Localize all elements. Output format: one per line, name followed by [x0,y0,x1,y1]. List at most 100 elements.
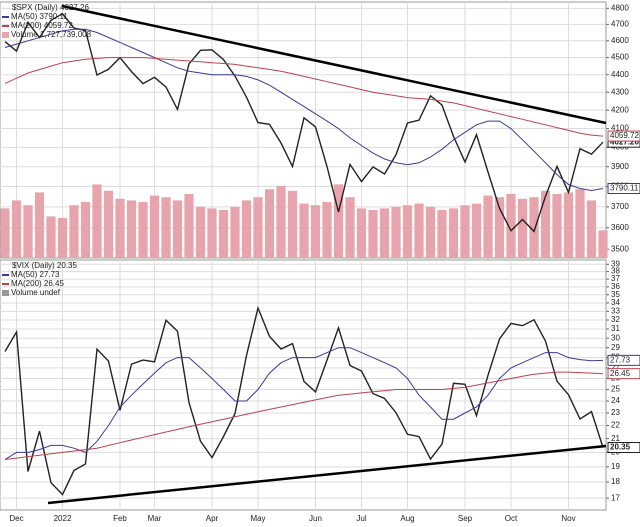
panel-title: $VIX (Daily) 20.35 [12,261,77,270]
volume-bar [471,203,482,258]
series-line [4,305,604,496]
volume-bar [161,197,171,258]
y-tick-label: 23 [611,408,620,417]
y-tick-label: 17 [611,493,620,502]
y-tick-label: 4200 [611,105,629,114]
y-tick-label: 33 [611,306,620,315]
value-tag [607,368,640,380]
legend-label: MA(200) 4059.72 [11,21,73,30]
volume-bar [299,203,309,258]
y-tick-label: 27 [611,363,620,372]
volume-bar [253,197,263,258]
volume-bar [34,192,45,258]
volume-bar [264,189,275,258]
volume-bar [195,206,206,258]
y-tick-label: 39 [611,259,620,268]
series-line [4,371,604,460]
value-tag-label: 27.73 [610,355,631,364]
volume-bar [322,202,332,258]
volume-bar [425,206,436,258]
y-tick-label: 31 [611,324,620,333]
x-tick-label: Oct [505,514,518,523]
value-tag [607,130,640,142]
trendline [61,4,607,125]
y-tick-label: 4300 [611,87,629,96]
y-tick-label: 19 [611,462,620,471]
volume-bar [149,195,160,258]
y-tick-label: 4400 [611,70,629,79]
volume-bar [92,184,102,258]
y-tick-label: 18 [611,477,620,486]
volume-bar [333,184,344,258]
y-tick-label: 4500 [611,53,629,62]
volume-bar [598,230,608,258]
y-tick-label: 25 [611,385,620,394]
data-layer [0,12,608,496]
volume-bar [414,203,424,258]
y-tick-label: 4700 [611,19,629,28]
x-tick-label: Jul [356,514,366,523]
y-tick-label: 24 [611,396,620,405]
value-tag [607,182,640,194]
text-layer: 3500360037003800390040004100420043004400… [2,3,640,523]
y-tick-label: 3500 [611,244,629,253]
legend-label: MA(50) 27.73 [11,270,60,279]
legend-label: MA(50) 3790.11 [11,12,68,21]
volume-bar [287,190,298,258]
volume-bar [506,194,516,258]
series-line [4,28,604,192]
volume-bar [230,206,240,258]
volume-bar [23,205,33,258]
y-tick-label: 4800 [611,3,629,12]
volume-bar [57,218,68,258]
x-tick-label: May [250,514,265,523]
volume-bar [517,198,528,258]
legend-label: MA(200) 26.45 [11,279,64,288]
legend-swatch [2,290,9,296]
y-tick-label: 4100 [611,124,629,133]
y-tick-label: 22 [611,421,620,430]
x-tick-label: Mar [148,514,162,523]
y-tick-label: 3700 [611,202,629,211]
legend-label: Volume 1,727,739,008 [11,30,92,39]
volume-bar [126,200,137,258]
volume-bar [368,210,378,258]
value-tag [607,442,640,454]
x-tick-label: 2022 [54,514,72,523]
volume-bar [540,190,551,258]
trendline [47,444,607,505]
y-tick-label: 29 [611,343,620,352]
volume-bar [103,190,114,258]
y-tick-label: 34 [611,298,620,307]
volume-bar [80,202,91,258]
volume-bar [172,200,183,258]
y-tick-label: 3900 [611,162,629,171]
y-tick-label: 38 [611,267,620,276]
x-tick-label: Nov [561,514,575,523]
volume-bar [276,186,286,258]
value-tag-label: 26.45 [610,369,631,378]
volume-bar [437,210,447,258]
volume-bar [115,198,125,258]
legend-swatch [2,32,9,38]
volume-bar [529,197,539,258]
volume-bar [218,210,229,258]
x-tick-label: Dec [9,514,23,523]
volume-bar [586,200,597,258]
legend-label: Volume undef [11,288,61,297]
volume-bar [0,208,10,258]
volume-bar [46,216,56,258]
y-tick-label: 36 [611,282,620,291]
volume-bar [184,194,194,258]
volume-bar [379,208,390,258]
x-tick-label: Feb [113,514,127,523]
x-tick-label: Sep [458,514,473,523]
volume-bar [494,197,505,258]
y-tick-label: 3600 [611,223,629,232]
volume-bar [69,205,79,258]
value-tag-label: 20.35 [610,443,631,452]
panel-title: $SPX (Daily) 4027.26 [12,3,89,12]
y-tick-label: 21 [611,434,620,443]
y-tick-label: 35 [611,290,620,299]
value-tag-label: 3790.11 [610,184,639,193]
